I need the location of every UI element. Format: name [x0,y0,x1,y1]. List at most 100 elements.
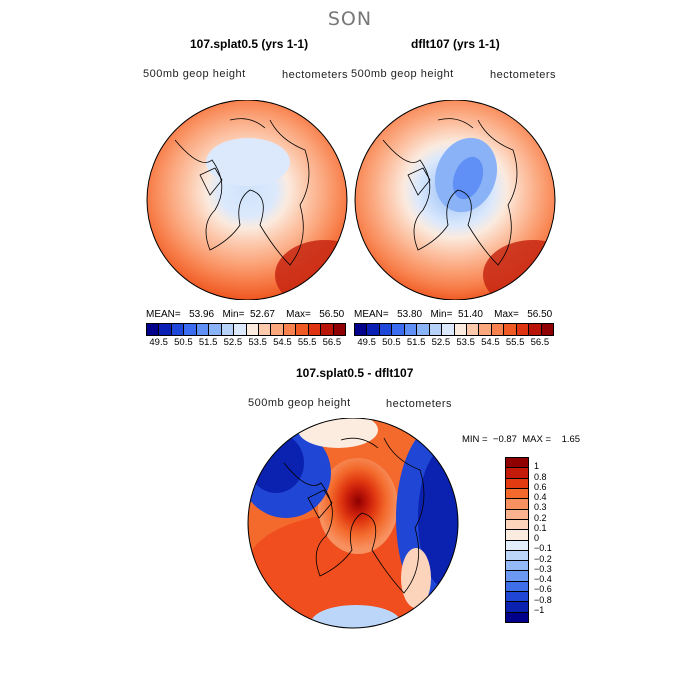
colorbar-3-tick-label: 0 [534,533,540,543]
panel-2-colorbar [354,323,554,336]
diff-south-negative [311,605,401,628]
colorbar-3-tick-label: 1 [534,461,540,472]
colorbar-2-tick-label: 56.5 [530,337,550,348]
colorbar-3-swatch [506,468,528,479]
colorbar-2-swatch [417,324,430,335]
colorbar-1-swatch [321,324,334,335]
colorbar-1-swatch [234,324,247,335]
panel-2-stats: MEAN= 53.80 Min= 51.40 Max= 56.50 [354,309,553,320]
diff-central-positive [318,458,398,554]
colorbar-1-tick-label: 53.5 [248,337,267,348]
colorbar-2-swatch [479,324,492,335]
panel-1-boundary [146,100,348,300]
panel-1-colorbar-ticks: 49.5 50.5 51.5 52.5 53.5 54.5 55.5 56.5 [146,337,346,349]
colorbar-3-swatch [506,499,528,510]
colorbar-2-tick-label: 53.5 [456,337,475,348]
colorbar-1-tick-label: 56.5 [322,337,342,348]
colorbar-3-swatch [506,478,528,489]
colorbar-3-tick-label: −1 [534,604,545,615]
panel-2-boundary [354,100,556,300]
colorbar-1-swatch [333,324,345,335]
diff-title: 107.splat0.5 - dflt107 [296,366,414,380]
colorbar-2-swatch [392,324,405,335]
colorbar-3-tick-label: −0.2 [534,553,552,564]
panel-1-colorbar [146,323,346,336]
colorbar-2-swatch [516,324,530,335]
panel-1-map [146,100,348,300]
panel-1-field [147,100,347,300]
colorbar-1-swatch [171,324,185,335]
colorbar-2-swatch [367,324,380,335]
colorbar-3-tick-label: 0.2 [534,512,547,523]
colorbar-3-tick-label: −0.8 [534,594,552,605]
panel-1-title: 107.splat0.5 (yrs 1-1) [190,37,309,51]
diff-colorbar-ticks: 1 0.8 0.6 0.4 0.3 0.2 0.1 0 −0.1 −0.2 −0.3 −0.4 −0.6… [534,457,574,621]
colorbar-2-swatch [442,324,455,335]
colorbar-1-tick-label: 49.5 [149,337,168,348]
colorbar-3-tick-label: 0.1 [534,522,547,533]
colorbar-3-swatch [506,612,528,622]
colorbar-3-tick-label: −0.6 [534,584,552,595]
diff-units: hectometers [386,398,453,410]
colorbar-3-swatch [506,602,528,613]
diff-coastline-2 [307,437,379,519]
colorbar-1-tick-label: 50.5 [174,337,193,348]
colorbar-2-swatch [504,324,517,335]
colorbar-3-swatch [506,581,528,593]
colorbar-1-swatch [258,324,272,335]
colorbar-1-swatch [296,324,309,335]
colorbar-2-swatch [404,324,418,335]
panel-1-coastline-2 [199,118,266,196]
panel-1-subtitle: 500mb geop height [143,68,246,80]
colorbar-2-swatch [541,324,553,335]
panel-2-coastline-2 [407,118,474,196]
diff-neutral-band [401,548,431,608]
colorbar-3-tick-label: 0.8 [534,471,547,482]
colorbar-3-tick-label: −0.1 [534,543,552,554]
colorbar-2-tick-label: 51.5 [406,337,426,348]
colorbar-2-swatch [429,324,443,335]
colorbar-2-swatch [379,324,393,335]
colorbar-1-tick-label: 52.5 [223,337,243,348]
colorbar-1-swatch [196,324,210,335]
diff-coastline [283,437,425,594]
diff-colorbar [505,457,529,623]
colorbar-3-tick-label: −0.4 [534,574,552,584]
colorbar-2-tick-label: 52.5 [431,337,451,348]
panel-2-low-core [452,156,484,200]
panel-1-stats: MEAN= 53.96 Min= 52.67 Max= 56.50 [146,309,345,320]
panel-2-units: hectometers [490,69,557,81]
diff-subtitle: 500mb geop height [248,397,351,409]
diff-stats: MIN = −0.87 MAX = 1.65 [462,434,581,445]
panel-2-map [354,100,556,300]
colorbar-3-tick-label: 0.4 [534,492,547,502]
panel-1-units: hectometers [282,69,349,81]
colorbar-3-swatch [506,592,528,603]
colorbar-3-swatch [506,561,528,572]
panel-1-coastline [174,119,310,266]
colorbar-3-swatch [506,488,528,500]
season-title: SON [327,8,373,30]
colorbar-3-swatch [506,540,528,551]
colorbar-3-tick-label: 0.3 [534,502,547,513]
colorbar-2-swatch [454,324,467,335]
colorbar-2-swatch [491,324,505,335]
diff-boundary [247,418,459,629]
colorbar-2-tick-label: 49.5 [357,337,376,348]
colorbar-1-swatch [209,324,222,335]
colorbar-1-swatch [308,324,322,335]
diff-map [247,418,459,629]
colorbar-1-swatch [221,324,235,335]
colorbar-2-tick-label: 55.5 [505,337,525,348]
colorbar-3-swatch [506,530,528,541]
colorbar-1-tick-label: 51.5 [198,337,218,348]
panel-2-colorbar-ticks: 49.5 50.5 51.5 52.5 53.5 54.5 55.5 56.5 [354,337,554,349]
panel-2-title: dflt107 (yrs 1-1) [411,37,500,51]
panel-2-subtitle: 500mb geop height [351,68,454,80]
colorbar-1-swatch [271,324,284,335]
colorbar-3-swatch [506,550,528,562]
colorbar-1-tick-label: 54.5 [273,337,292,348]
colorbar-2-swatch [355,324,368,335]
colorbar-3-swatch [506,509,528,520]
panel-2-coastline [382,119,518,266]
